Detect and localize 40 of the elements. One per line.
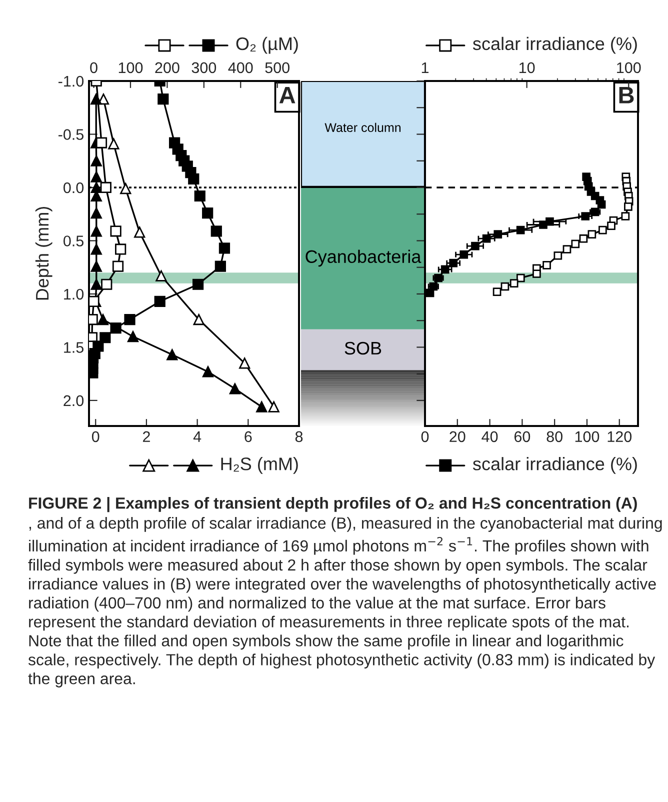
x2-axis-title: O₂ (µM) bbox=[236, 36, 298, 54]
x-tick-label: 40 bbox=[482, 431, 498, 442]
text: , and of a depth profile of scalar irradiance (B), measured in the cyanobacterial mat during illumination at incident irradiance of 169 µmol photons m$^{−2}$ s$^{−1}$. The profiles shown with filled symbols were measured about 2 h after those shown by open symbols. The scalar irradiance values in (B) were integrated over the wavelengths of photosynthetically active radiation (400–700 nm) and normalized to the value at the mat surface. Error bars represent the standard deviation of measurements in three replicate spots of the mat. Note that the filled and open symbols show the same profile in linear and logarithmic scale, respectively. The depth of highest photosynthetic activity (0.83 mm) is indicated by the green area. bbox=[28, 517, 662, 688]
y-axis-title: Depth (mm) bbox=[35, 206, 52, 300]
x2-tick-label: 200 bbox=[155, 62, 180, 74]
x-tick-label: 20 bbox=[450, 431, 466, 442]
chart-title: A bbox=[279, 87, 296, 104]
x-tick-label: 100 bbox=[575, 431, 600, 442]
x-axis-title: H₂S (mM) bbox=[221, 457, 298, 474]
x-tick-label: 0 bbox=[92, 431, 100, 442]
text: Water column bbox=[324, 122, 401, 132]
x-tick-label: 8 bbox=[295, 431, 303, 442]
x2-tick-label: 0 bbox=[90, 62, 98, 74]
x2-tick-label: 100 bbox=[118, 62, 143, 74]
chart-title: B bbox=[619, 87, 634, 104]
x2-tick-label: 300 bbox=[192, 62, 216, 74]
x2-tick-label: 1 bbox=[422, 62, 429, 73]
caption: FIGURE 2 | Examples of transient depth profiles of O₂ and H₂S concentration (A) bbox=[29, 497, 637, 512]
y-tick-label: 1.5 bbox=[64, 342, 84, 353]
x2-axis-title: scalar irradiance (%) bbox=[472, 36, 637, 54]
x-tick-label: 60 bbox=[514, 431, 530, 442]
x-tick-label: 2 bbox=[142, 431, 150, 442]
x2-tick-label: 10 bbox=[519, 62, 535, 74]
y-tick-label: 2.0 bbox=[64, 395, 84, 406]
x2-tick-label: 400 bbox=[228, 62, 253, 74]
x-tick-label: 120 bbox=[608, 431, 632, 442]
y-tick-label: 1.0 bbox=[64, 288, 84, 300]
text: Cyanobacteria bbox=[306, 250, 422, 267]
y-tick-label: -0.5 bbox=[58, 129, 84, 140]
x2-tick-label: 100 bbox=[617, 62, 641, 74]
x-tick-label: 0 bbox=[421, 431, 429, 442]
x-tick-label: 80 bbox=[546, 431, 562, 442]
x-tick-label: 6 bbox=[244, 431, 252, 442]
y-tick-label: -1.0 bbox=[58, 76, 84, 87]
x-tick-label: 4 bbox=[193, 431, 202, 442]
y-tick-label: 0.0 bbox=[64, 182, 84, 194]
y-tick-label: 0.5 bbox=[64, 236, 84, 246]
x-axis-title: scalar irradiance (%) bbox=[472, 457, 637, 474]
text: SOB bbox=[344, 342, 382, 355]
x2-tick-label: 500 bbox=[265, 62, 290, 74]
